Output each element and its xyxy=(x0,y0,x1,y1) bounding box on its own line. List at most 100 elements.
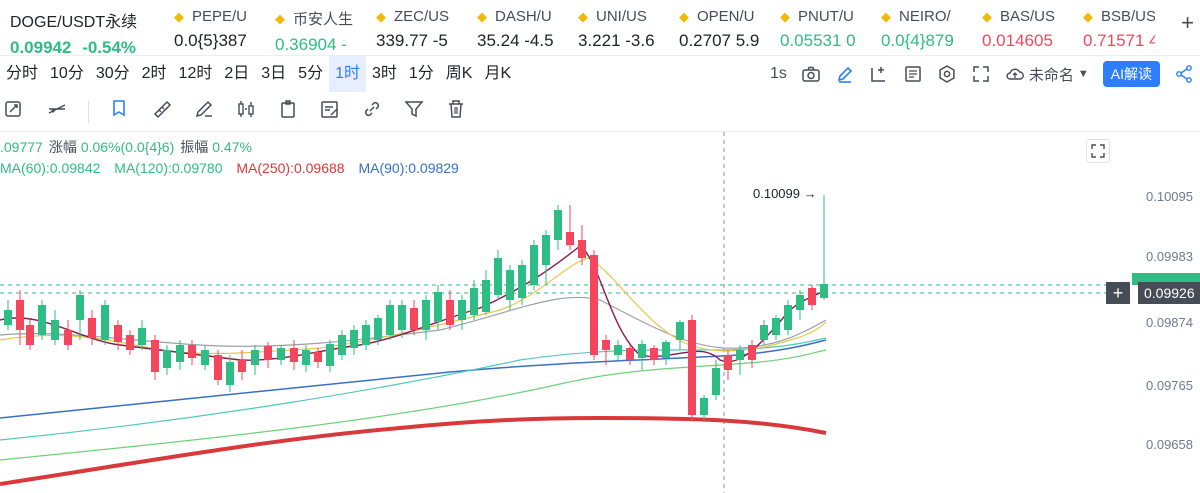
interval-10[interactable]: 1分 xyxy=(408,65,434,82)
star-icon[interactable]: ◆ xyxy=(982,8,992,24)
ticker-item-neiro[interactable]: ◆ NEIRO/0.0{4}879 xyxy=(873,0,974,55)
candle-body xyxy=(88,318,96,338)
interval-4[interactable]: 12时 xyxy=(178,65,213,82)
fullscreen-icon[interactable] xyxy=(971,64,991,84)
candle-body xyxy=(784,305,792,330)
candlestick-chart[interactable] xyxy=(0,132,1200,493)
camera-icon[interactable] xyxy=(801,64,821,84)
ticker-item-bnb-life[interactable]: ◆ 币安人生 0.36904 - xyxy=(267,0,368,55)
interval-11[interactable]: 周K xyxy=(445,65,473,82)
star-icon[interactable]: ◆ xyxy=(174,8,184,24)
star-icon[interactable]: ◆ xyxy=(679,8,689,24)
trash-icon[interactable] xyxy=(445,98,467,125)
add-alert-button[interactable]: + xyxy=(1106,282,1130,304)
ticker-price: 0.36904 - xyxy=(275,35,347,54)
interval-3[interactable]: 2时 xyxy=(141,65,167,82)
candle-body xyxy=(554,210,562,240)
add-indicator-icon[interactable] xyxy=(869,64,889,84)
interval-9[interactable]: 3时 xyxy=(371,65,397,82)
interval-6[interactable]: 3日 xyxy=(261,65,287,82)
ticker-item-dash[interactable]: ◆ DASH/U 35.24 -4.5 xyxy=(469,0,570,55)
ticker-symbol: PEPE/U xyxy=(192,8,248,25)
refresh-rate[interactable]: 1s xyxy=(769,65,787,82)
link-icon[interactable] xyxy=(361,98,383,125)
candle-body xyxy=(700,398,708,415)
brush-icon[interactable] xyxy=(193,98,215,125)
axis-label: 0.09658 xyxy=(1146,437,1193,452)
candle-body xyxy=(760,325,768,340)
ticker-item-bas[interactable]: ◆ BAS/US 0.014605 xyxy=(974,0,1075,55)
drawing-toolbar xyxy=(0,92,1200,132)
ticker-item-open[interactable]: ◆ OPEN/U 0.2707 5.9 xyxy=(671,0,772,55)
change-label: 涨幅 xyxy=(48,139,77,155)
candle-body xyxy=(76,295,84,320)
ma120-label: MA(120):0.09780 xyxy=(114,160,223,176)
star-icon[interactable]: ◆ xyxy=(780,8,790,24)
candle-body xyxy=(506,270,514,300)
cloud-icon xyxy=(1006,68,1024,80)
expand-icon[interactable] xyxy=(1086,139,1110,163)
share-icon[interactable] xyxy=(1174,64,1194,84)
star-icon[interactable]: ◆ xyxy=(578,8,588,24)
cursor-icon[interactable] xyxy=(109,98,131,125)
pencil-icon[interactable] xyxy=(835,64,855,84)
ticker-item-zec[interactable]: ◆ ZEC/US 339.77 -5 xyxy=(368,0,469,55)
candle-body xyxy=(434,292,442,322)
axis-label: 0.10095 xyxy=(1146,189,1193,204)
candle-body xyxy=(626,348,634,360)
candle-body xyxy=(16,300,24,330)
candle-body xyxy=(51,320,59,340)
star-icon[interactable]: ◆ xyxy=(881,8,891,24)
magnet-icon[interactable] xyxy=(4,98,26,125)
interval-bar: 分时 10分 30分 2时 12时 2日 3日 5分 1时 3时 1分 周K 月… xyxy=(0,56,1200,92)
ticker-symbol: BAS/US xyxy=(1000,8,1056,25)
candle-body xyxy=(542,235,550,265)
star-icon[interactable]: ◆ xyxy=(1083,8,1093,24)
ruler-icon[interactable] xyxy=(151,98,173,125)
star-icon[interactable]: ◆ xyxy=(275,10,285,26)
ma120-line xyxy=(0,349,827,461)
clipboard-icon[interactable] xyxy=(277,98,299,125)
interval-8-active[interactable]: 1时 xyxy=(329,56,366,92)
candle-body xyxy=(386,305,394,335)
candle-body xyxy=(410,308,418,330)
star-icon[interactable]: ◆ xyxy=(477,8,487,24)
interval-7[interactable]: 5分 xyxy=(298,65,324,82)
filter-icon[interactable] xyxy=(403,98,425,125)
ohlc-info: .09777 涨幅 0.06%(0.0{4}6) 振幅 0.47% xyxy=(0,137,252,157)
ma-legend: MA(60):0.09842 MA(120):0.09780 MA(250):0… xyxy=(0,160,469,176)
interval-2[interactable]: 30分 xyxy=(95,65,130,82)
candle-body xyxy=(748,345,756,360)
layout-selector[interactable]: 未命名 ▼ xyxy=(1005,64,1089,85)
note-icon[interactable] xyxy=(319,98,341,125)
candle-body xyxy=(101,305,109,340)
candle-body xyxy=(201,350,209,365)
interval-5[interactable]: 2日 xyxy=(224,65,250,82)
interval-12[interactable]: 月K xyxy=(484,65,512,82)
ticker-item-uni[interactable]: ◆ UNI/US 3.221 -3.6 xyxy=(570,0,671,55)
ai-interpret-button[interactable]: AI解读 xyxy=(1102,61,1160,87)
chart-type-icon[interactable] xyxy=(903,64,923,84)
candle-body xyxy=(602,340,610,350)
candle-body xyxy=(422,300,430,330)
candle-icon[interactable] xyxy=(235,98,257,125)
axis-label: 0.09765 xyxy=(1146,378,1193,393)
ticker-item-pnut[interactable]: ◆ PNUT/U 0.05531 0 xyxy=(772,0,873,55)
ticker-price: 0.014605 xyxy=(982,31,1053,50)
candle-body xyxy=(772,318,780,335)
ticker-main[interactable]: DOGE/USDT永续 0.09942 -0.54% xyxy=(0,0,166,57)
axis-label: 0.09983 xyxy=(1146,249,1193,264)
candle-body xyxy=(4,310,12,325)
star-icon[interactable]: ◆ xyxy=(376,8,386,24)
main-price: 0.09942 xyxy=(10,38,72,57)
settings-icon[interactable] xyxy=(937,64,957,84)
candle-body xyxy=(126,335,134,350)
eye-hide-icon[interactable] xyxy=(46,98,68,125)
high-price-marker: 0.10099 → xyxy=(753,186,817,201)
interval-0[interactable]: 分时 xyxy=(6,65,39,82)
add-symbol-button[interactable]: + xyxy=(1181,10,1194,35)
ticker-item-bsb[interactable]: ◆ BSB/US 0.71571 4 xyxy=(1075,0,1155,55)
candle-body xyxy=(114,325,122,342)
ticker-item-pepe[interactable]: ◆ PEPE/U 0.0{5}387 xyxy=(166,0,267,55)
interval-1[interactable]: 10分 xyxy=(50,65,84,82)
